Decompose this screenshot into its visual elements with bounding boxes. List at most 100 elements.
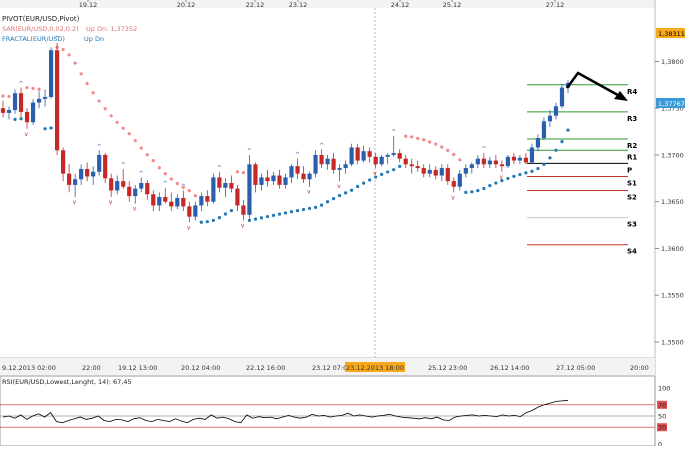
candle-body (223, 183, 228, 188)
candle-body (91, 171, 96, 177)
candle-body (463, 168, 468, 174)
sar-dot (151, 159, 155, 163)
sar-dot (133, 138, 137, 143)
candle-body (433, 169, 438, 176)
candle-body (379, 156, 384, 165)
top-date-label: 20.12 (177, 1, 196, 9)
candle-body (529, 147, 535, 163)
top-date-label: 22.12 (246, 1, 265, 9)
sar-dot (536, 166, 540, 171)
sar-dot (337, 194, 342, 198)
candle-body (42, 96, 48, 99)
x-tick-label: 22:00 (82, 364, 101, 372)
fractal-down-marker: v (241, 222, 245, 229)
sar-dot (205, 220, 209, 224)
sar-dot (277, 212, 282, 216)
candle-body (337, 168, 342, 170)
pivot-label-s4: S4 (627, 248, 637, 256)
sar-dot (494, 181, 498, 185)
top-date-label: 24.12 (391, 1, 410, 9)
sar-dot (265, 214, 270, 219)
candle-body (36, 98, 42, 103)
fractal-down-marker: v (373, 170, 377, 177)
sar-dot (470, 190, 474, 194)
top-date-label: 25.12 (443, 1, 462, 9)
candle-body (217, 177, 222, 188)
candle-body (73, 179, 78, 185)
candle-body (421, 168, 426, 174)
legend-sar: SAR(EUR/USD,0.02,0.2) (2, 25, 79, 33)
candle-body (355, 147, 360, 161)
candle-body (0, 108, 6, 113)
sar-dot (235, 170, 240, 174)
legend-fractal-updn: Up Dn (84, 35, 104, 43)
candle-body (145, 183, 150, 195)
legend-fractal: FRACTAL(EUR/USD) (2, 35, 65, 43)
y-tick-label: 1,3650 (661, 198, 684, 206)
sar-dot (37, 87, 41, 91)
candle-body (481, 158, 486, 165)
sar-dot (289, 210, 294, 214)
x-ticks: 9.12.2013 02:00 22:00 19.12 13:00 20.12 04:… (2, 362, 649, 372)
x-tick-label: 23.12.2013 18:00 (346, 364, 404, 372)
candle-body (373, 156, 378, 165)
high-price-badge: 1,38311 (656, 28, 685, 38)
candle-body (541, 121, 547, 139)
candle-body (493, 160, 498, 165)
sar-dot (325, 200, 330, 204)
candle-body (235, 188, 240, 206)
candle-body (367, 151, 372, 157)
candle-body (97, 154, 102, 172)
candle-body (469, 164, 474, 169)
sar-dot (157, 166, 161, 170)
rsi-tick-label: 100 (658, 385, 670, 393)
sar-dot (241, 170, 246, 175)
candle-body (319, 154, 324, 165)
sar-dot (410, 135, 414, 139)
fractal-up-marker: ^ (97, 143, 102, 150)
candle-body (445, 168, 450, 182)
sar-dot (506, 176, 510, 181)
candle-body (247, 164, 252, 215)
candle-body (271, 175, 276, 182)
sar-dot (259, 216, 264, 220)
sar-dot (253, 217, 258, 221)
candle-body (505, 156, 510, 167)
sar-dot (548, 156, 552, 160)
candle-body (385, 154, 390, 157)
candle-body (265, 177, 270, 182)
x-axis-strip (0, 358, 655, 375)
candle-body (157, 197, 162, 206)
x-tick-label: 9.12.2013 02:00 (2, 364, 56, 372)
candle-body (289, 166, 294, 178)
fractal-down-marker: v (73, 199, 77, 206)
top-date-label: 23.12 (289, 1, 308, 9)
top-date-label: 27.12 (546, 1, 565, 9)
fractal-markers: ^ v ^ v ^ v ^ v ^ ^ ^ v ^ v ^ ^ v ^ v v ^ v ^ v (19, 36, 504, 232)
sar-dot (464, 190, 468, 194)
rsi-label: RSI(EUR/USD,Lowest,Lenght, 14): 67,45 (2, 378, 132, 386)
candle-body (451, 181, 456, 187)
sar-dot (7, 94, 11, 99)
candle-body (79, 168, 84, 180)
sar-dot (404, 134, 408, 138)
sar-dot (542, 162, 546, 166)
sar-dot (518, 172, 522, 177)
sar-dot (362, 181, 366, 185)
x-tick-highlight (345, 362, 405, 372)
sar-dot (199, 220, 203, 224)
x-tick-label: 26.12 14:00 (490, 364, 529, 372)
candle-body (349, 147, 354, 165)
sar-dot (217, 216, 221, 220)
candle-body (343, 164, 348, 169)
candle-body (67, 173, 72, 185)
sar-dot (560, 140, 564, 144)
candle-body (115, 181, 120, 191)
candle-body (427, 169, 432, 174)
sar-dot (434, 142, 438, 146)
candle-body (499, 164, 504, 167)
rsi-30-badge (657, 423, 667, 432)
sar-dot (476, 189, 480, 193)
